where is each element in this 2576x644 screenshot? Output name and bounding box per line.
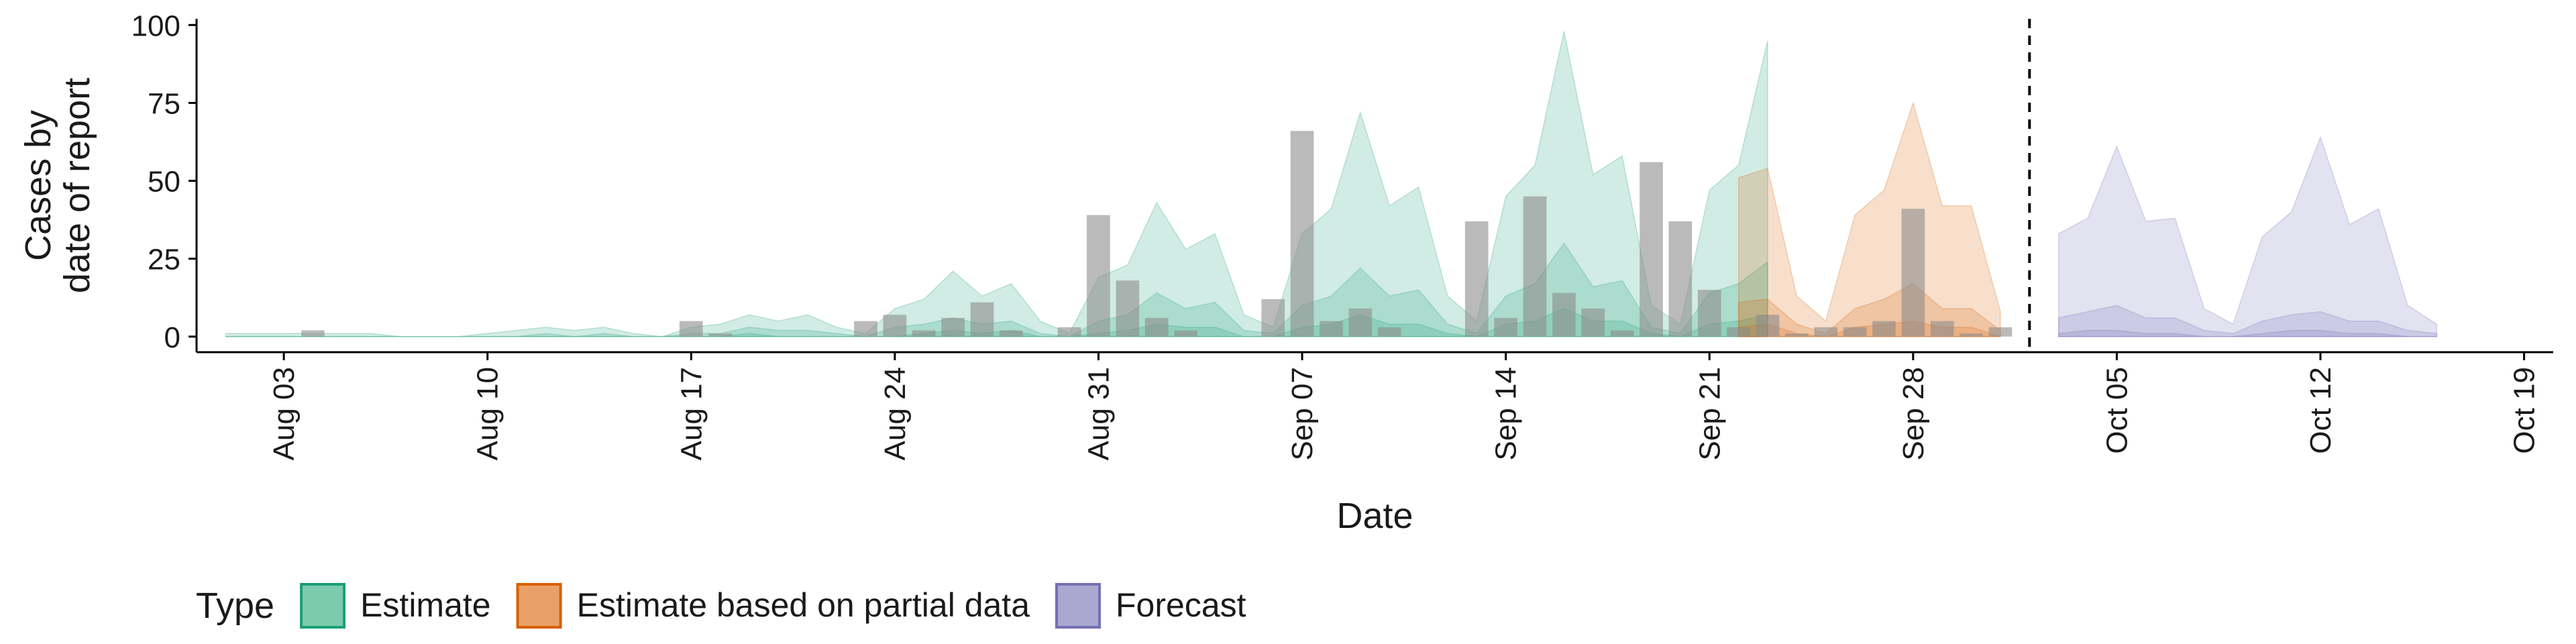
series-1 xyxy=(1737,101,2001,337)
case-bar xyxy=(1814,327,1838,337)
ribbon-upper50 xyxy=(2057,305,2438,337)
ribbon-upper90 xyxy=(225,31,1768,337)
x-tick-label: Oct 12 xyxy=(2304,367,2337,454)
case-bar xyxy=(912,330,936,337)
case-bar xyxy=(1377,327,1401,337)
case-bar xyxy=(941,317,965,337)
case-bar xyxy=(1494,317,1517,337)
case-bar xyxy=(301,330,325,337)
case-bar xyxy=(708,333,732,337)
case-bar xyxy=(1290,131,1314,337)
case-bar xyxy=(1523,196,1547,337)
x-tick-label: Aug 17 xyxy=(675,367,708,460)
case-bar xyxy=(1581,309,1605,337)
y-axis-title-line: Cases by xyxy=(18,110,58,261)
x-axis-title: Date xyxy=(1336,496,1413,536)
y-axis-title-line: date of report xyxy=(57,78,97,293)
case-bar xyxy=(970,302,994,337)
legend-key xyxy=(300,583,346,629)
ribbon-upper20 xyxy=(2057,329,2437,337)
legend-label: Forecast xyxy=(1116,586,1246,624)
legend: Type Estimate Estimate based on partial da… xyxy=(196,583,1246,629)
case-bar xyxy=(1464,221,1489,337)
y-tick-label: 75 xyxy=(148,87,180,120)
case-bar xyxy=(1640,162,1663,337)
case-bar xyxy=(1901,209,1925,337)
ribbon-upper90 xyxy=(1737,101,2001,337)
case-bar xyxy=(1087,215,1110,337)
x-tick-label: Oct 05 xyxy=(2100,367,2133,454)
x-tick-label: Aug 03 xyxy=(268,367,301,460)
axes: 0 25 50 75 100 Aug 03 Aug 10 Aug 17 Aug 24 Aug 31… xyxy=(131,9,2553,460)
x-tick-label: Aug 24 xyxy=(879,367,912,460)
case-bar xyxy=(1144,317,1169,337)
x-tick-label: Sep 28 xyxy=(1897,367,1930,460)
legend-key xyxy=(516,583,562,629)
case-bar xyxy=(1057,327,1081,337)
case-bar xyxy=(1174,330,1197,337)
case-bar xyxy=(1930,321,1954,337)
x-tick-label: Sep 07 xyxy=(1286,367,1319,460)
ribbon-upper50 xyxy=(225,242,1768,337)
case-bar xyxy=(1697,290,1721,337)
ribbon-upper90 xyxy=(2057,136,2438,337)
case-bar xyxy=(1348,309,1373,337)
x-tick-label: Sep 21 xyxy=(1693,367,1726,460)
case-bar xyxy=(1668,221,1693,337)
case-bar xyxy=(1727,327,1750,337)
legend-label: Estimate based on partial data xyxy=(577,586,1030,624)
case-bar xyxy=(1843,327,1867,337)
case-bar xyxy=(679,321,703,337)
y-tick-label: 25 xyxy=(148,244,180,276)
case-bar xyxy=(1116,280,1140,337)
x-tick-label: Sep 14 xyxy=(1490,367,1523,460)
case-bar xyxy=(1000,330,1023,337)
y-tick-label: 0 xyxy=(164,321,180,354)
y-tick-label: 50 xyxy=(148,166,180,199)
x-tick-label: Oct 19 xyxy=(2508,367,2541,454)
reported-cases-bars xyxy=(301,131,2012,337)
case-bar xyxy=(1872,321,1896,337)
case-bar xyxy=(1960,333,1983,337)
case-bar xyxy=(1988,327,2012,337)
case-bar xyxy=(883,315,907,337)
case-bar xyxy=(1756,315,1780,337)
case-bar xyxy=(1610,330,1634,337)
case-bar xyxy=(1320,321,1343,337)
x-tick-label: Aug 31 xyxy=(1083,367,1116,460)
legend-title: Type xyxy=(196,586,274,626)
case-bar xyxy=(1261,299,1285,337)
case-bar xyxy=(1552,292,1576,337)
y-tick-label: 100 xyxy=(131,9,180,42)
case-bar xyxy=(854,321,877,337)
x-tick-label: Aug 10 xyxy=(472,367,504,460)
legend-label: Estimate xyxy=(360,586,491,624)
plot-area xyxy=(225,31,2438,337)
series-2 xyxy=(2057,136,2438,337)
case-bar xyxy=(1785,333,1809,337)
legend-key xyxy=(1055,583,1102,629)
